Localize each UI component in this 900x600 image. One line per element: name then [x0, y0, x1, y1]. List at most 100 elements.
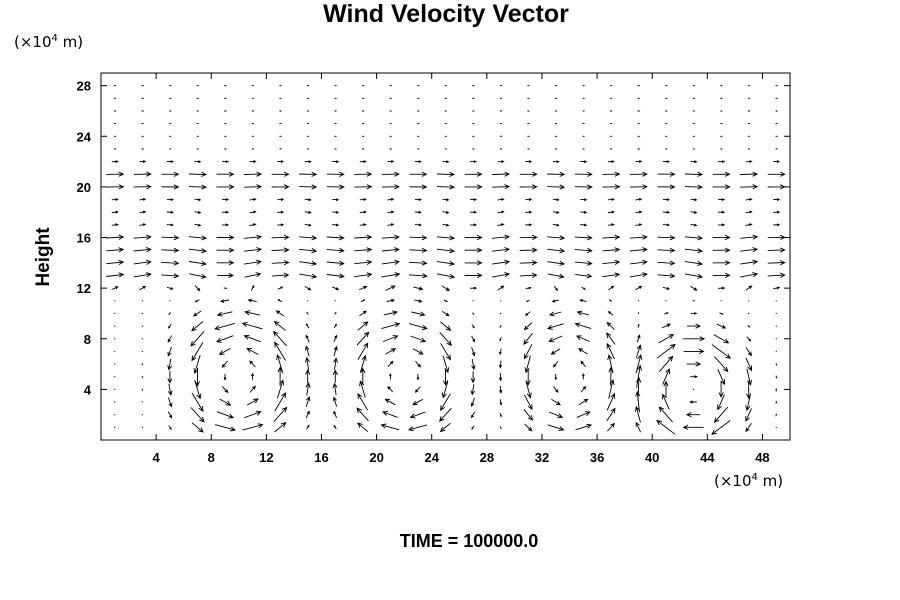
vector-arrow	[383, 310, 398, 316]
vector-arrow	[271, 234, 290, 240]
vector-arrow	[711, 344, 732, 359]
vector-arrow	[582, 110, 586, 112]
vector-arrow	[326, 247, 345, 254]
vector-dot	[114, 376, 116, 378]
vector-arrow	[169, 148, 172, 150]
vector-arrow	[106, 184, 125, 190]
vector-arrow	[359, 285, 368, 291]
vector-arrow	[498, 360, 503, 369]
vector-arrow	[356, 422, 369, 432]
vector-arrow	[553, 285, 559, 292]
vector-arrow	[381, 247, 400, 253]
vector-dot	[114, 363, 116, 365]
vector-arrow	[357, 342, 369, 360]
vector-arrow	[492, 247, 511, 253]
vector-arrow	[519, 272, 538, 278]
plot-frame	[100, 72, 791, 441]
vector-arrow	[106, 259, 125, 265]
vector-arrow	[306, 148, 310, 150]
vector-dot	[141, 325, 143, 327]
vector-arrow	[607, 354, 614, 374]
y-unit-exponent: 4	[51, 33, 58, 44]
y-tick-label: 24	[77, 129, 92, 144]
vector-arrow	[381, 171, 400, 177]
vector-arrow	[690, 160, 698, 164]
vector-arrow	[602, 259, 621, 265]
x-tick-label: 28	[480, 450, 494, 465]
vector-arrows	[106, 84, 786, 435]
vector-arrow	[767, 260, 786, 266]
vector-arrow	[775, 148, 779, 150]
vector-arrow	[389, 122, 393, 125]
vector-arrow	[299, 235, 318, 241]
vector-arrow	[359, 310, 367, 317]
vector-arrow	[114, 110, 117, 112]
vector-arrow	[602, 247, 621, 253]
vector-arrow	[745, 223, 753, 227]
vector-arrow	[306, 311, 309, 315]
vector-arrow	[525, 198, 533, 201]
vector-arrow	[442, 355, 450, 374]
vector-arrow	[470, 198, 478, 201]
vector-arrow	[305, 382, 311, 396]
vector-arrow	[687, 323, 702, 329]
vector-arrow	[713, 406, 729, 423]
vector-arrow	[472, 148, 475, 150]
vector-arrow	[718, 160, 726, 164]
vector-arrow	[745, 347, 752, 357]
vector-arrow	[305, 323, 310, 329]
vector-arrow	[574, 184, 593, 190]
vector-arrow	[745, 423, 752, 433]
vector-dot	[637, 300, 640, 302]
vector-arrow	[299, 171, 318, 177]
vector-arrow	[439, 331, 452, 346]
vector-arrow	[773, 160, 781, 163]
vector-arrow	[635, 223, 643, 227]
vector-arrow	[191, 321, 204, 332]
vector-arrow	[167, 411, 173, 419]
vector-arrow	[555, 110, 558, 112]
vector-arrow	[773, 286, 781, 290]
vector-arrow	[249, 197, 257, 201]
vector-arrow	[389, 84, 393, 87]
vector-arrow	[712, 247, 731, 253]
vector-arrow	[274, 392, 287, 412]
vector-arrow	[718, 223, 726, 227]
vector-arrow	[547, 260, 566, 266]
vector-arrow	[747, 97, 751, 99]
vector-arrow	[720, 85, 723, 87]
vector-arrow	[111, 210, 119, 214]
vector-arrow	[629, 184, 648, 190]
vector-arrow	[304, 286, 312, 291]
vector-arrow	[196, 135, 200, 137]
vector-arrow	[111, 160, 119, 163]
vector-arrow	[555, 122, 558, 125]
vector-arrow	[334, 110, 338, 112]
vector-arrow	[499, 122, 503, 125]
chart-title: Wind Velocity Vector	[323, 0, 569, 28]
vector-arrow	[277, 286, 284, 290]
vector-arrow	[492, 184, 511, 190]
vector-arrow	[606, 321, 615, 330]
vector-arrow	[304, 160, 312, 164]
vector-arrow	[113, 148, 117, 150]
vector-arrow	[276, 354, 284, 374]
vector-arrow	[417, 122, 420, 125]
vector-arrow	[247, 298, 257, 303]
vector-arrow	[141, 110, 145, 112]
vector-arrow	[277, 198, 285, 201]
vector-arrow	[189, 273, 207, 279]
vector-arrow	[273, 320, 286, 332]
vector-arrow	[436, 235, 456, 241]
vector-arrow	[497, 160, 505, 163]
vector-arrow	[387, 197, 395, 201]
vector-arrow	[470, 384, 475, 396]
vector-arrow	[582, 85, 586, 87]
vector-arrow	[166, 198, 174, 202]
vector-arrow	[636, 334, 641, 343]
vector-arrow	[551, 299, 559, 303]
x-tick-label: 40	[645, 450, 659, 465]
vector-arrow	[414, 386, 421, 393]
vector-arrow	[326, 171, 345, 177]
vector-arrow	[745, 160, 753, 163]
